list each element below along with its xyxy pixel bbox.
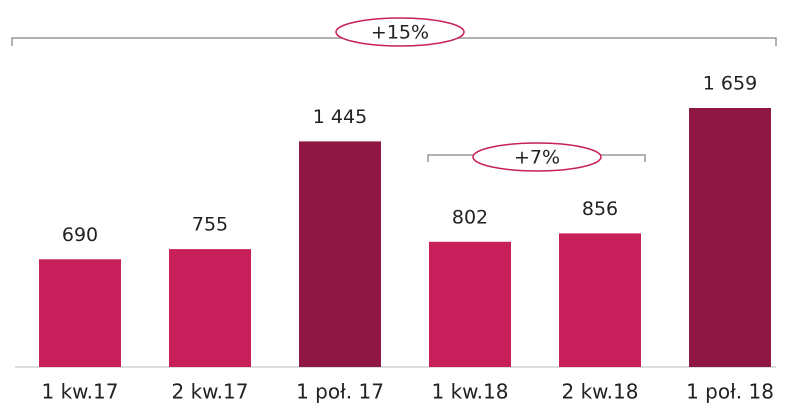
- value-label: 856: [582, 198, 618, 220]
- x-tick-label: 1 kw.18: [432, 380, 509, 404]
- x-tick-label: 2 kw.18: [562, 380, 639, 404]
- value-label: 802: [452, 206, 488, 228]
- annotation-oval: [335, 17, 465, 47]
- bracket-total: [11, 37, 777, 162]
- x-tick-label: 2 kw.17: [172, 380, 249, 404]
- value-label: 755: [192, 214, 228, 236]
- annotation: +15%: [371, 22, 429, 44]
- value-label: 690: [62, 224, 98, 246]
- annotation-oval: [472, 142, 602, 172]
- x-tick-label: 1 kw.17: [42, 380, 119, 404]
- annotation: +7%: [514, 147, 560, 169]
- x-tick-label: 1 poł. 17: [296, 380, 384, 404]
- value-label: 1 445: [313, 106, 367, 128]
- x-tick-label: 1 poł. 18: [686, 380, 774, 404]
- bar: [429, 241, 511, 367]
- bar: [689, 108, 771, 367]
- bar: [39, 259, 121, 367]
- value-label: 1 659: [703, 73, 757, 95]
- bar: [559, 233, 641, 367]
- bar: [169, 249, 251, 367]
- bar: [299, 141, 381, 367]
